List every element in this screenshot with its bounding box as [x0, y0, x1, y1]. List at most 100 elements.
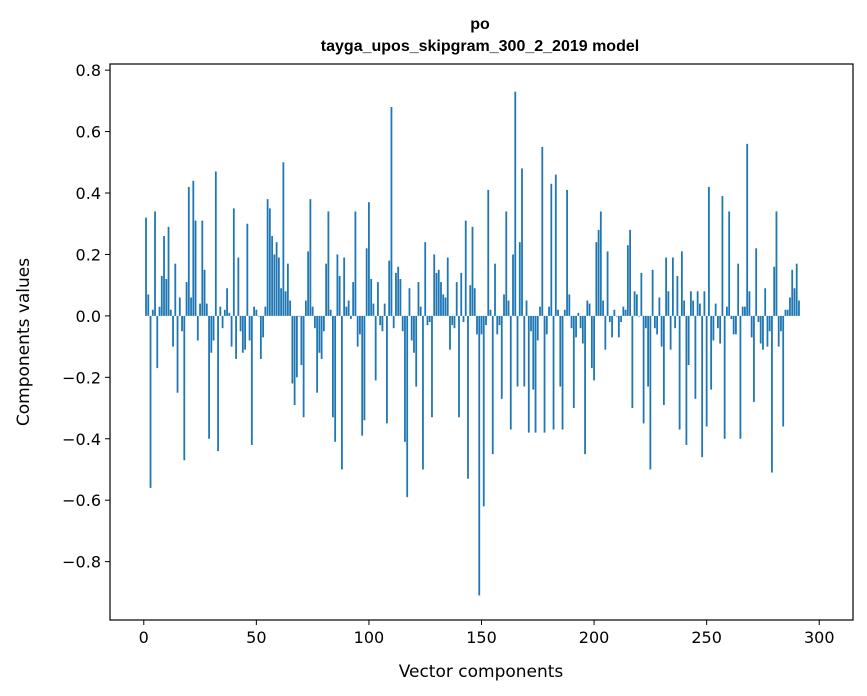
bar — [413, 315, 415, 353]
y-tick-label: 0.4 — [76, 184, 101, 203]
bar — [172, 315, 174, 347]
bar — [183, 315, 186, 461]
bar — [703, 291, 706, 316]
bar — [156, 315, 159, 369]
bar — [620, 315, 622, 323]
bar — [712, 315, 715, 341]
bar — [246, 223, 249, 316]
bar — [271, 236, 274, 316]
bar — [766, 315, 769, 347]
bar — [280, 288, 283, 316]
y-tick-label: 0.6 — [76, 123, 101, 142]
y-tick-label: −0.6 — [62, 491, 101, 510]
bar — [241, 315, 244, 353]
bar — [568, 294, 571, 316]
bar — [230, 315, 233, 347]
bar — [433, 254, 436, 316]
bar — [282, 162, 285, 316]
bar — [298, 315, 301, 317]
x-tick-label: 50 — [246, 628, 266, 647]
bar — [244, 315, 246, 350]
bar — [516, 315, 519, 387]
bar — [590, 315, 593, 369]
bar — [464, 220, 467, 316]
bar — [649, 315, 652, 470]
bar — [496, 315, 499, 335]
bar — [687, 315, 690, 366]
chart-title-line1: po — [470, 16, 490, 33]
bar — [566, 189, 568, 316]
bar — [710, 315, 713, 390]
bar — [701, 315, 704, 458]
bar — [178, 297, 181, 316]
bar — [680, 251, 683, 316]
bar — [678, 315, 681, 430]
bar — [302, 315, 305, 418]
bar — [408, 288, 411, 316]
bar — [431, 315, 433, 418]
bar — [428, 315, 431, 323]
bar — [500, 315, 503, 399]
bar — [748, 291, 751, 316]
bar — [485, 315, 487, 326]
bar — [660, 315, 663, 347]
bar — [185, 282, 188, 316]
bar — [307, 251, 310, 316]
bar — [737, 263, 740, 316]
bar — [226, 288, 228, 316]
bar — [478, 315, 481, 596]
bar — [264, 306, 267, 316]
bar — [311, 306, 314, 316]
bar — [192, 180, 195, 316]
bar — [149, 315, 152, 488]
bar — [638, 315, 641, 317]
bar — [322, 315, 325, 332]
bar — [205, 303, 208, 316]
bar — [611, 315, 613, 338]
bar — [753, 315, 755, 402]
bar — [588, 303, 591, 316]
bar — [451, 315, 454, 326]
bar — [160, 275, 163, 316]
bar — [534, 315, 537, 433]
bar — [318, 315, 321, 353]
bar — [343, 257, 346, 316]
bar — [365, 248, 368, 316]
bar — [169, 309, 172, 316]
bar — [352, 282, 355, 316]
bar — [717, 315, 719, 329]
bar — [187, 186, 190, 316]
bar — [217, 315, 219, 452]
bar — [151, 309, 154, 316]
bar — [723, 315, 726, 439]
bar — [460, 272, 463, 316]
bar — [789, 297, 791, 316]
bar — [372, 303, 375, 316]
bar — [775, 211, 778, 316]
bar — [572, 315, 575, 409]
bar — [293, 315, 296, 405]
bar — [255, 309, 258, 316]
bar — [482, 315, 485, 507]
bar — [795, 263, 798, 316]
bar — [509, 315, 512, 430]
bar — [683, 300, 686, 316]
bar — [586, 300, 589, 316]
bar — [415, 315, 418, 387]
bar — [327, 211, 330, 316]
bar — [791, 269, 794, 316]
bar — [399, 279, 402, 316]
bar — [401, 315, 404, 332]
bar — [642, 315, 645, 424]
bar — [410, 315, 413, 341]
bar — [422, 315, 424, 470]
bar — [377, 282, 379, 316]
bar — [494, 263, 496, 316]
bar — [563, 309, 566, 316]
bar — [714, 303, 717, 316]
bar — [332, 315, 334, 418]
y-axis-label: Components values — [14, 258, 34, 426]
bar — [685, 315, 688, 445]
bar — [545, 315, 548, 335]
bar — [453, 315, 456, 329]
